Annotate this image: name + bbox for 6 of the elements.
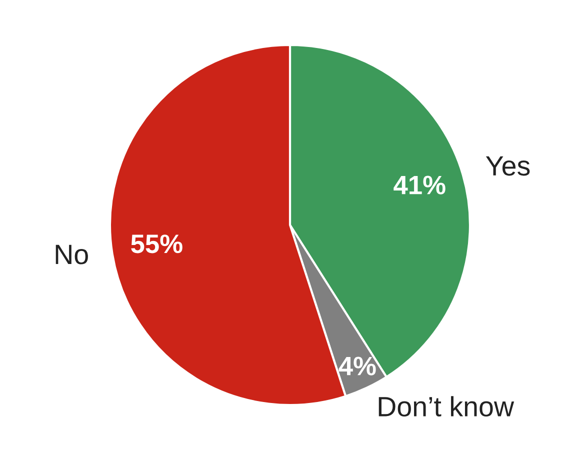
slice-label: Yes (486, 156, 530, 176)
slice-label: Don’t know (378, 396, 514, 416)
slice-label: No (56, 244, 88, 264)
data-label: 41% (394, 176, 446, 194)
data-label: 55% (131, 234, 182, 254)
data-label: 4% (338, 356, 376, 376)
